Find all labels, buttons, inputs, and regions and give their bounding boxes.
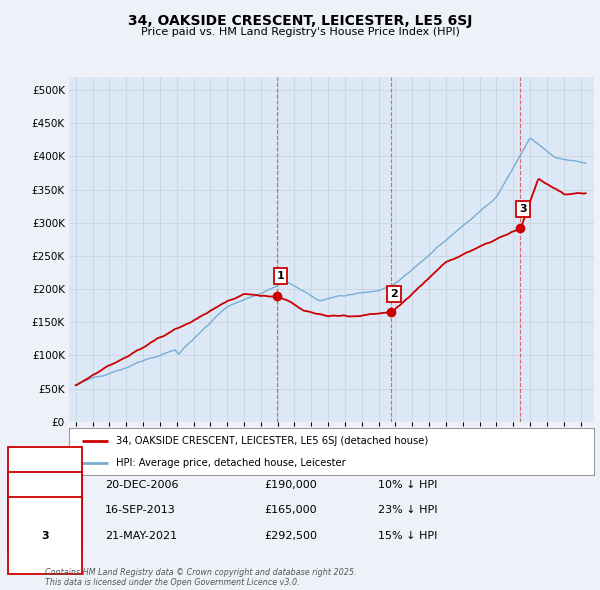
Text: 16-SEP-2013: 16-SEP-2013 [105, 506, 176, 515]
Text: Contains HM Land Registry data © Crown copyright and database right 2025.
This d: Contains HM Land Registry data © Crown c… [45, 568, 356, 587]
Text: 2: 2 [41, 506, 49, 515]
Text: 1: 1 [277, 271, 284, 281]
Text: 2: 2 [390, 289, 398, 299]
Text: 23% ↓ HPI: 23% ↓ HPI [378, 506, 437, 515]
Text: 3: 3 [41, 531, 49, 540]
Text: 21-MAY-2021: 21-MAY-2021 [105, 531, 177, 540]
Text: 20-DEC-2006: 20-DEC-2006 [105, 480, 179, 490]
Text: £165,000: £165,000 [264, 506, 317, 515]
Text: 15% ↓ HPI: 15% ↓ HPI [378, 531, 437, 540]
Text: 1: 1 [41, 480, 49, 490]
Text: 34, OAKSIDE CRESCENT, LEICESTER, LE5 6SJ: 34, OAKSIDE CRESCENT, LEICESTER, LE5 6SJ [128, 14, 472, 28]
Text: 34, OAKSIDE CRESCENT, LEICESTER, LE5 6SJ (detached house): 34, OAKSIDE CRESCENT, LEICESTER, LE5 6SJ… [116, 436, 428, 446]
Text: HPI: Average price, detached house, Leicester: HPI: Average price, detached house, Leic… [116, 458, 346, 468]
Text: £292,500: £292,500 [264, 531, 317, 540]
Text: 3: 3 [519, 204, 527, 214]
Text: 10% ↓ HPI: 10% ↓ HPI [378, 480, 437, 490]
Text: Price paid vs. HM Land Registry's House Price Index (HPI): Price paid vs. HM Land Registry's House … [140, 27, 460, 37]
Text: £190,000: £190,000 [264, 480, 317, 490]
